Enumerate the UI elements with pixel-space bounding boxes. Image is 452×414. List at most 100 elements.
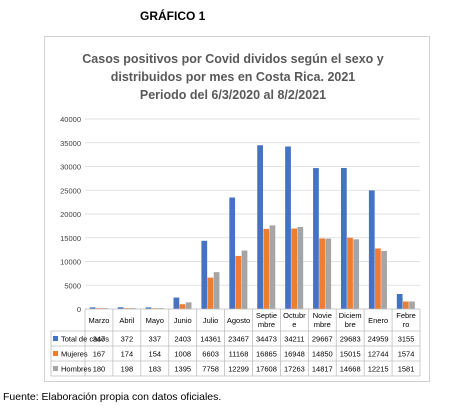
y-tick-label: 15000 [60,234,81,243]
data-value-label: 1395 [174,365,191,374]
bar [368,190,375,309]
x-category-label: Octubr [283,311,306,320]
x-category-label: Julio [203,316,218,325]
x-category-label: Abril [119,316,134,325]
x-category-label: Diciem [339,311,362,320]
data-value-label: 154 [149,350,162,359]
bar [123,308,130,309]
data-value-label: 3155 [398,335,415,344]
data-value-label: 14850 [312,350,333,359]
y-tick-label: 5000 [64,281,81,290]
data-value-label: 14817 [312,365,333,374]
data-value-label: 1574 [398,350,415,359]
data-value-label: 2403 [174,335,191,344]
data-value-label: 6603 [202,350,219,359]
x-category-label: Septie [256,311,277,320]
legend-key [53,351,58,356]
bar [157,308,164,309]
bar [207,277,214,309]
data-value-label: 167 [93,350,106,359]
bar [381,250,387,309]
x-category-label: mbre [258,320,275,329]
bar [89,307,96,309]
bar [129,308,136,309]
bar [229,197,236,309]
bar [173,297,180,309]
data-value-label: 7758 [202,365,219,374]
data-value-label: 12215 [368,365,389,374]
legend-key [53,366,58,371]
data-value-label: 1008 [174,350,191,359]
bar [402,301,409,309]
bar [263,228,270,309]
data-value-label: 29667 [312,335,333,344]
data-value-label: 372 [121,335,134,344]
y-tick-label: 30000 [60,163,81,172]
series-name: Hombres [61,365,92,374]
data-value-label: 23467 [228,335,249,344]
bar [325,238,332,309]
data-value-label: 1581 [398,365,415,374]
y-tick-label: 35000 [60,139,81,148]
x-category-label: Novie [313,311,332,320]
x-category-label: bre [345,320,356,329]
bar [285,146,291,309]
bar [145,307,152,309]
x-category-label: Agosto [227,316,250,325]
y-tick-label: 20000 [60,210,81,219]
bar [297,227,304,309]
chart-title-line-2: distribuidos por mes en Costa Rica. 2021 [111,70,356,84]
bar [269,225,276,309]
x-category-label: e [292,320,296,329]
data-value-label: 34473 [256,335,277,344]
data-value-label: 29683 [340,335,361,344]
bar [117,307,124,309]
chart-title-line-3: Periodo del 6/3/2020 al 8/2/2021 [140,88,326,102]
x-category-label: mbre [314,320,331,329]
chart-svg: Casos positivos por Covid dividos según … [50,52,421,377]
data-value-label: 337 [149,335,162,344]
data-value-label: 12744 [368,350,389,359]
data-value-label: 183 [149,365,162,374]
data-value-label: 15015 [340,350,361,359]
bar [347,237,353,309]
bar [235,255,242,309]
data-value-label: 180 [93,365,106,374]
source-note: Fuente: Elaboración propia con datos ofi… [3,391,222,403]
x-category-label: Enero [368,316,388,325]
bar [409,301,415,309]
data-value-label: 12299 [228,365,249,374]
bar [291,228,298,309]
bar [353,239,360,309]
bar [185,302,192,309]
data-value-label: 14361 [200,335,221,344]
bar [201,240,208,309]
data-value-label: 34211 [284,335,304,344]
data-value-label: 16948 [284,350,305,359]
y-tick-label: 10000 [60,258,81,267]
legend-key [53,336,58,341]
bar [313,168,319,309]
data-table: Marzo Abril Mayo Junio Julio AgostoSeptiembre… [50,308,421,377]
bar [340,168,347,309]
x-category-label: Mayo [146,316,164,325]
x-category-label: ro [403,320,410,329]
bar [241,250,248,309]
data-value-label: 198 [121,365,134,374]
x-category-label: Febre [396,311,416,320]
data-value-label: 174 [121,350,134,359]
bar [257,145,263,309]
document-label: GRÁFICO 1 [140,9,206,23]
bar [179,304,186,309]
chart-container: Casos positivos por Covid dividos según … [44,36,430,382]
plot-area: 0 5000 10000 15000 20000 25000 30000 35000 40000 [60,115,420,314]
y-tick-label: 25000 [60,186,81,195]
data-value-label: 14668 [340,365,361,374]
data-value-label: 17263 [284,365,305,374]
data-value-label: 17608 [256,365,277,374]
series-name: Total de casos [61,335,109,344]
series-name: Mujeres [61,350,88,359]
bar [319,238,325,309]
y-tick-label: 0 [77,305,81,314]
bar [396,294,403,309]
